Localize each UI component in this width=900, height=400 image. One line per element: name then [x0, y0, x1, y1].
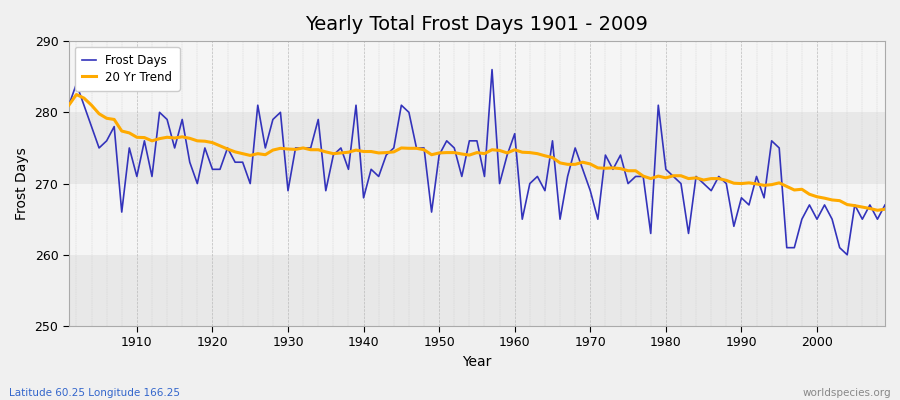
- 20 Yr Trend: [509, 147, 520, 152]
- Frost Days: [879, 202, 890, 207]
- 20 Yr Trend: [517, 150, 527, 155]
- Frost Days: [63, 103, 74, 108]
- Frost Days: [487, 67, 498, 72]
- 20 Yr Trend: [298, 146, 309, 150]
- Frost Days: [517, 217, 527, 222]
- X-axis label: Year: Year: [463, 355, 491, 369]
- Bar: [68, 184, 885, 255]
- Frost Days: [608, 167, 618, 172]
- Legend: Frost Days, 20 Yr Trend: Frost Days, 20 Yr Trend: [75, 47, 179, 91]
- Bar: [68, 112, 885, 184]
- Frost Days: [336, 146, 346, 150]
- 20 Yr Trend: [63, 103, 74, 108]
- 20 Yr Trend: [872, 208, 883, 213]
- Frost Days: [509, 131, 520, 136]
- Title: Yearly Total Frost Days 1901 - 2009: Yearly Total Frost Days 1901 - 2009: [305, 15, 648, 34]
- Text: Latitude 60.25 Longitude 166.25: Latitude 60.25 Longitude 166.25: [9, 388, 180, 398]
- Y-axis label: Frost Days: Frost Days: [15, 147, 29, 220]
- 20 Yr Trend: [71, 92, 82, 97]
- Frost Days: [124, 146, 135, 150]
- 20 Yr Trend: [343, 150, 354, 155]
- 20 Yr Trend: [131, 135, 142, 140]
- Line: Frost Days: Frost Days: [68, 70, 885, 255]
- Line: 20 Yr Trend: 20 Yr Trend: [68, 94, 885, 210]
- Bar: [68, 255, 885, 326]
- Bar: [68, 41, 885, 112]
- 20 Yr Trend: [879, 207, 890, 212]
- 20 Yr Trend: [608, 166, 618, 170]
- Text: worldspecies.org: worldspecies.org: [803, 388, 891, 398]
- Frost Days: [290, 146, 301, 150]
- Frost Days: [842, 252, 852, 257]
